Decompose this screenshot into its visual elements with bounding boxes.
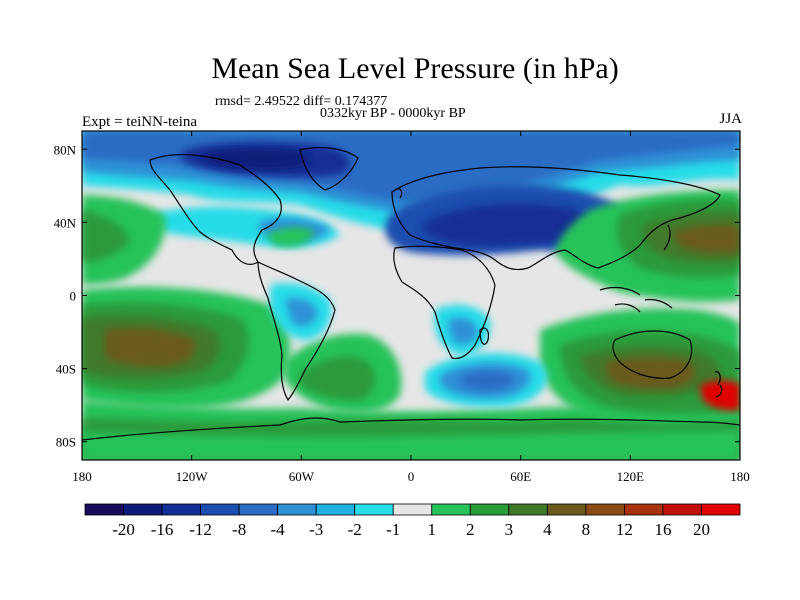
colorbar-label: 16 <box>654 520 671 539</box>
colorbar-swatch <box>354 503 394 516</box>
y-tick-label: 40N <box>54 215 77 230</box>
colorbar-label: 3 <box>505 520 514 539</box>
colorbar-swatch <box>161 503 201 516</box>
colorbar: -20 -16 -12 -8 -4 -3 -2 -1 1 2 3 4 8 12 16 20 <box>84 503 741 539</box>
colorbar-swatch <box>238 503 279 516</box>
colorbar-label: -4 <box>271 520 286 539</box>
x-tick-label: 60E <box>510 469 531 484</box>
colorbar-swatch <box>200 503 240 516</box>
x-tick-label: 0 <box>408 469 415 484</box>
colorbar-swatch <box>392 503 433 516</box>
colorbar-swatch <box>585 503 625 516</box>
colorbar-label: -1 <box>386 520 400 539</box>
time-period: 0332kyr BP - 0000kyr BP <box>320 106 466 121</box>
colorbar-swatch <box>123 503 163 516</box>
contour-field <box>82 131 740 460</box>
season-label: JJA <box>719 111 742 127</box>
colorbar-label: 2 <box>466 520 475 539</box>
x-tick-label: 180 <box>730 469 750 484</box>
x-tick-label: 180 <box>72 469 92 484</box>
y-axis: 80N 40N 0 40S 80S <box>54 142 740 450</box>
x-axis: 180 120W 60W 0 60E 120E 180 <box>72 131 750 484</box>
plot-title: Mean Sea Level Pressure (in hPa) <box>211 52 619 85</box>
colorbar-swatch <box>277 503 317 516</box>
colorbar-label: 8 <box>582 520 591 539</box>
colorbar-label: -3 <box>309 520 323 539</box>
colorbar-label: 20 <box>693 520 710 539</box>
y-tick-label: 0 <box>70 289 77 304</box>
colorbar-swatch <box>469 503 510 516</box>
colorbar-label: 1 <box>428 520 437 539</box>
coastlines <box>82 147 740 441</box>
colorbar-swatch <box>508 503 548 516</box>
colorbar-swatch <box>662 503 702 516</box>
colorbar-swatch <box>84 503 124 516</box>
colorbar-label: 4 <box>543 520 552 539</box>
colorbar-label: -16 <box>151 520 174 539</box>
colorbar-label: -12 <box>189 520 212 539</box>
colorbar-swatch <box>431 503 471 516</box>
colorbar-label: -8 <box>232 520 246 539</box>
x-tick-label: 120W <box>176 469 209 484</box>
colorbar-swatch <box>701 503 741 516</box>
colorbar-label: -20 <box>112 520 135 539</box>
colorbar-label: -2 <box>348 520 362 539</box>
colorbar-swatch <box>546 503 587 516</box>
colorbar-swatch <box>315 503 356 516</box>
experiment-label: Expt = teiNN-teina <box>82 114 198 130</box>
y-tick-label: 40S <box>56 362 76 377</box>
rmsd-diff-stats: rmsd= 2.49522 diff= 0.174377 <box>215 94 388 109</box>
colorbar-swatch <box>624 503 664 516</box>
y-tick-label: 80N <box>54 142 77 157</box>
colorbar-label: 12 <box>616 520 633 539</box>
y-tick-label: 80S <box>56 435 76 450</box>
x-tick-label: 120E <box>617 469 645 484</box>
x-tick-label: 60W <box>289 469 315 484</box>
